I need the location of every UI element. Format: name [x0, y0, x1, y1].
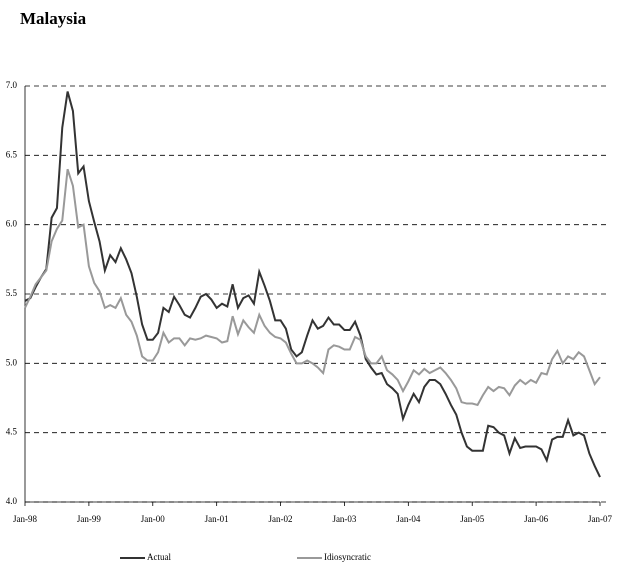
- y-tick-label: 5.0: [6, 357, 18, 367]
- y-tick-label: 7.0: [6, 80, 18, 90]
- series-line: [24, 168, 601, 407]
- legend-label: Idiosyncratic: [324, 552, 371, 562]
- y-tick-label: 6.0: [6, 219, 18, 229]
- x-tick-label: Jan-01: [205, 514, 229, 524]
- x-tick-label: Jan-99: [77, 514, 101, 524]
- series-line: [24, 91, 601, 478]
- x-tick-label: Jan-98: [13, 514, 37, 524]
- x-tick-label: Jan-00: [141, 514, 165, 524]
- x-tick-label: Jan-02: [269, 514, 293, 524]
- legend-label: Actual: [147, 552, 171, 562]
- y-tick-label: 4.0: [6, 496, 18, 506]
- y-tick-label: 6.5: [6, 149, 18, 159]
- y-tick-label: 4.5: [6, 427, 18, 437]
- x-tick-label: Jan-06: [524, 514, 548, 524]
- x-tick-label: Jan-07: [588, 514, 612, 524]
- x-tick-label: Jan-05: [460, 514, 484, 524]
- chart-title: Malaysia: [20, 9, 87, 28]
- y-tick-label: 5.5: [6, 288, 18, 298]
- x-tick-label: Jan-03: [332, 514, 356, 524]
- x-tick-label: Jan-04: [396, 514, 420, 524]
